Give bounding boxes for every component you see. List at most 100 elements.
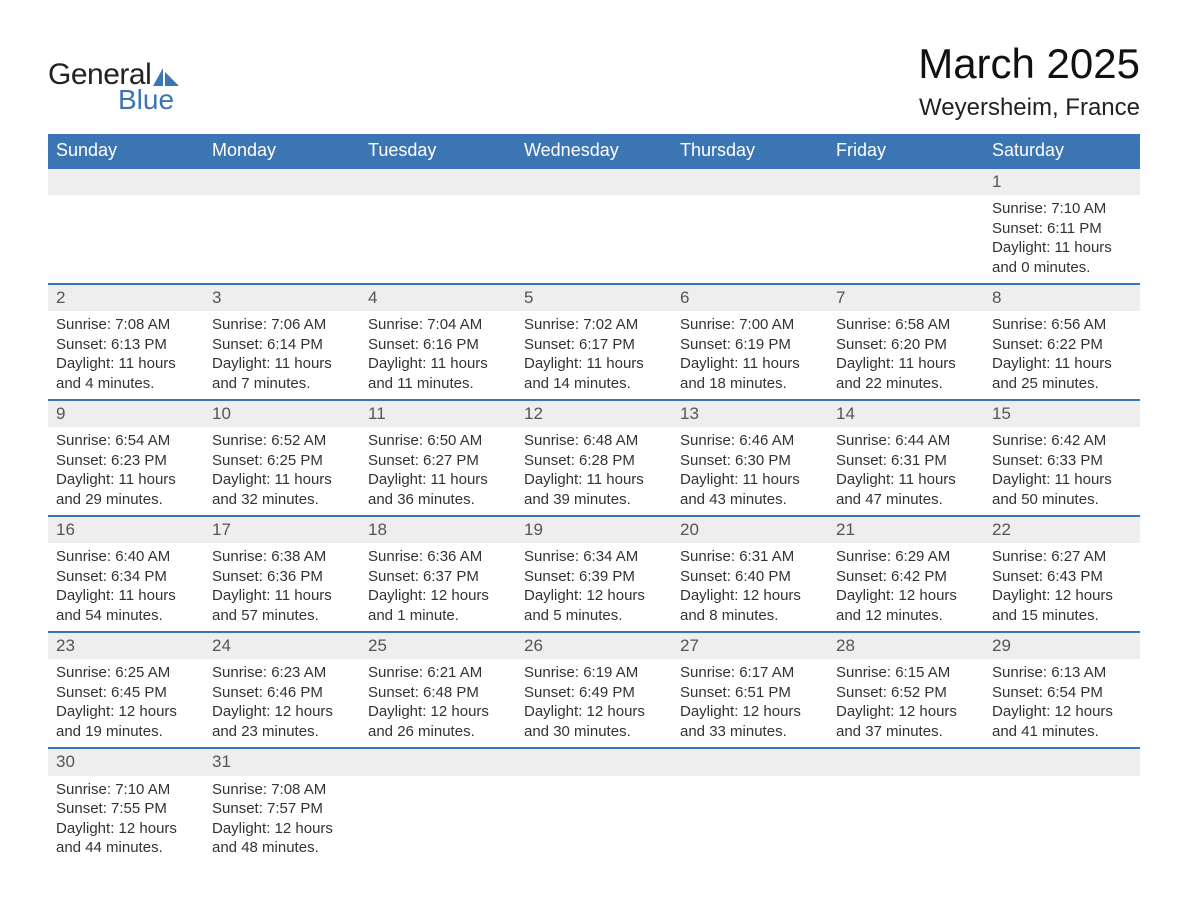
day-number-cell [360,748,516,775]
day-number-cell: 31 [204,748,360,775]
daynum-row: 23242526272829 [48,632,1140,659]
detail-row: Sunrise: 7:10 AMSunset: 7:55 PMDaylight:… [48,776,1140,864]
day-detail-cell [204,195,360,284]
day-number-cell [360,168,516,195]
daylight-text-1: Daylight: 11 hours [56,470,196,490]
day-number-cell: 2 [48,284,204,311]
daylight-text-2: and 54 minutes. [56,606,196,626]
day-number-cell [516,748,672,775]
day-number-cell: 1 [984,168,1140,195]
daylight-text-1: Daylight: 11 hours [680,470,820,490]
day-detail-cell: Sunrise: 6:56 AMSunset: 6:22 PMDaylight:… [984,311,1140,400]
day-detail-cell: Sunrise: 6:48 AMSunset: 6:28 PMDaylight:… [516,427,672,516]
day-detail-cell: Sunrise: 6:21 AMSunset: 6:48 PMDaylight:… [360,659,516,748]
day-number-cell [984,748,1140,775]
day-number-cell [672,168,828,195]
day-detail-cell [516,776,672,864]
day-number-cell: 30 [48,748,204,775]
sunrise-text: Sunrise: 6:52 AM [212,431,352,451]
daylight-text-1: Daylight: 11 hours [524,354,664,374]
detail-row: Sunrise: 6:54 AMSunset: 6:23 PMDaylight:… [48,427,1140,516]
day-detail-cell: Sunrise: 7:04 AMSunset: 6:16 PMDaylight:… [360,311,516,400]
daylight-text-2: and 5 minutes. [524,606,664,626]
sunset-text: Sunset: 7:55 PM [56,799,196,819]
daylight-text-1: Daylight: 12 hours [680,702,820,722]
day-detail-cell [48,195,204,284]
daylight-text-1: Daylight: 11 hours [836,470,976,490]
daylight-text-1: Daylight: 12 hours [212,702,352,722]
daylight-text-1: Daylight: 11 hours [992,354,1132,374]
daylight-text-1: Daylight: 12 hours [992,586,1132,606]
day-number-cell: 15 [984,400,1140,427]
sunrise-text: Sunrise: 7:00 AM [680,315,820,335]
daylight-text-2: and 57 minutes. [212,606,352,626]
day-detail-cell [828,776,984,864]
sunset-text: Sunset: 6:14 PM [212,335,352,355]
sunrise-text: Sunrise: 6:21 AM [368,663,508,683]
daylight-text-2: and 0 minutes. [992,258,1132,278]
daylight-text-2: and 11 minutes. [368,374,508,394]
sunset-text: Sunset: 6:34 PM [56,567,196,587]
day-detail-cell: Sunrise: 6:17 AMSunset: 6:51 PMDaylight:… [672,659,828,748]
sunset-text: Sunset: 6:28 PM [524,451,664,471]
sunset-text: Sunset: 6:13 PM [56,335,196,355]
daylight-text-1: Daylight: 12 hours [836,586,976,606]
daylight-text-2: and 37 minutes. [836,722,976,742]
day-detail-cell [672,776,828,864]
sunrise-text: Sunrise: 6:56 AM [992,315,1132,335]
day-number-cell: 22 [984,516,1140,543]
calendar-table: Sunday Monday Tuesday Wednesday Thursday… [48,134,1140,864]
daylight-text-1: Daylight: 12 hours [524,702,664,722]
daylight-text-1: Daylight: 12 hours [680,586,820,606]
sunrise-text: Sunrise: 6:46 AM [680,431,820,451]
day-detail-cell [360,776,516,864]
sunset-text: Sunset: 6:43 PM [992,567,1132,587]
daylight-text-2: and 48 minutes. [212,838,352,858]
detail-row: Sunrise: 6:40 AMSunset: 6:34 PMDaylight:… [48,543,1140,632]
sunrise-text: Sunrise: 7:06 AM [212,315,352,335]
day-number-cell: 28 [828,632,984,659]
daylight-text-2: and 33 minutes. [680,722,820,742]
sunrise-text: Sunrise: 6:25 AM [56,663,196,683]
day-detail-cell: Sunrise: 6:46 AMSunset: 6:30 PMDaylight:… [672,427,828,516]
logo-word2: Blue [118,84,174,116]
daylight-text-1: Daylight: 12 hours [524,586,664,606]
day-detail-cell: Sunrise: 6:54 AMSunset: 6:23 PMDaylight:… [48,427,204,516]
sunset-text: Sunset: 6:25 PM [212,451,352,471]
day-detail-cell: Sunrise: 7:06 AMSunset: 6:14 PMDaylight:… [204,311,360,400]
sunrise-text: Sunrise: 6:50 AM [368,431,508,451]
daylight-text-1: Daylight: 11 hours [212,586,352,606]
day-number-cell: 13 [672,400,828,427]
daylight-text-1: Daylight: 11 hours [992,470,1132,490]
daylight-text-2: and 39 minutes. [524,490,664,510]
day-detail-cell: Sunrise: 7:08 AMSunset: 6:13 PMDaylight:… [48,311,204,400]
day-number-cell [672,748,828,775]
day-detail-cell: Sunrise: 7:02 AMSunset: 6:17 PMDaylight:… [516,311,672,400]
sunrise-text: Sunrise: 6:23 AM [212,663,352,683]
daynum-row: 2345678 [48,284,1140,311]
day-number-cell: 23 [48,632,204,659]
daynum-row: 16171819202122 [48,516,1140,543]
sunset-text: Sunset: 6:17 PM [524,335,664,355]
daylight-text-2: and 12 minutes. [836,606,976,626]
sunrise-text: Sunrise: 6:44 AM [836,431,976,451]
sunset-text: Sunset: 6:45 PM [56,683,196,703]
sunset-text: Sunset: 6:27 PM [368,451,508,471]
sunset-text: Sunset: 6:39 PM [524,567,664,587]
sunrise-text: Sunrise: 6:34 AM [524,547,664,567]
daylight-text-2: and 44 minutes. [56,838,196,858]
col-sun: Sunday [48,134,204,168]
day-detail-cell: Sunrise: 6:31 AMSunset: 6:40 PMDaylight:… [672,543,828,632]
month-title: March 2025 [918,40,1140,88]
daylight-text-2: and 43 minutes. [680,490,820,510]
sunrise-text: Sunrise: 7:10 AM [992,199,1132,219]
sunrise-text: Sunrise: 7:04 AM [368,315,508,335]
sunset-text: Sunset: 6:49 PM [524,683,664,703]
day-detail-cell: Sunrise: 7:08 AMSunset: 7:57 PMDaylight:… [204,776,360,864]
sunset-text: Sunset: 6:52 PM [836,683,976,703]
day-number-cell [516,168,672,195]
sunrise-text: Sunrise: 6:58 AM [836,315,976,335]
daylight-text-2: and 30 minutes. [524,722,664,742]
day-number-cell: 17 [204,516,360,543]
daylight-text-1: Daylight: 11 hours [56,354,196,374]
